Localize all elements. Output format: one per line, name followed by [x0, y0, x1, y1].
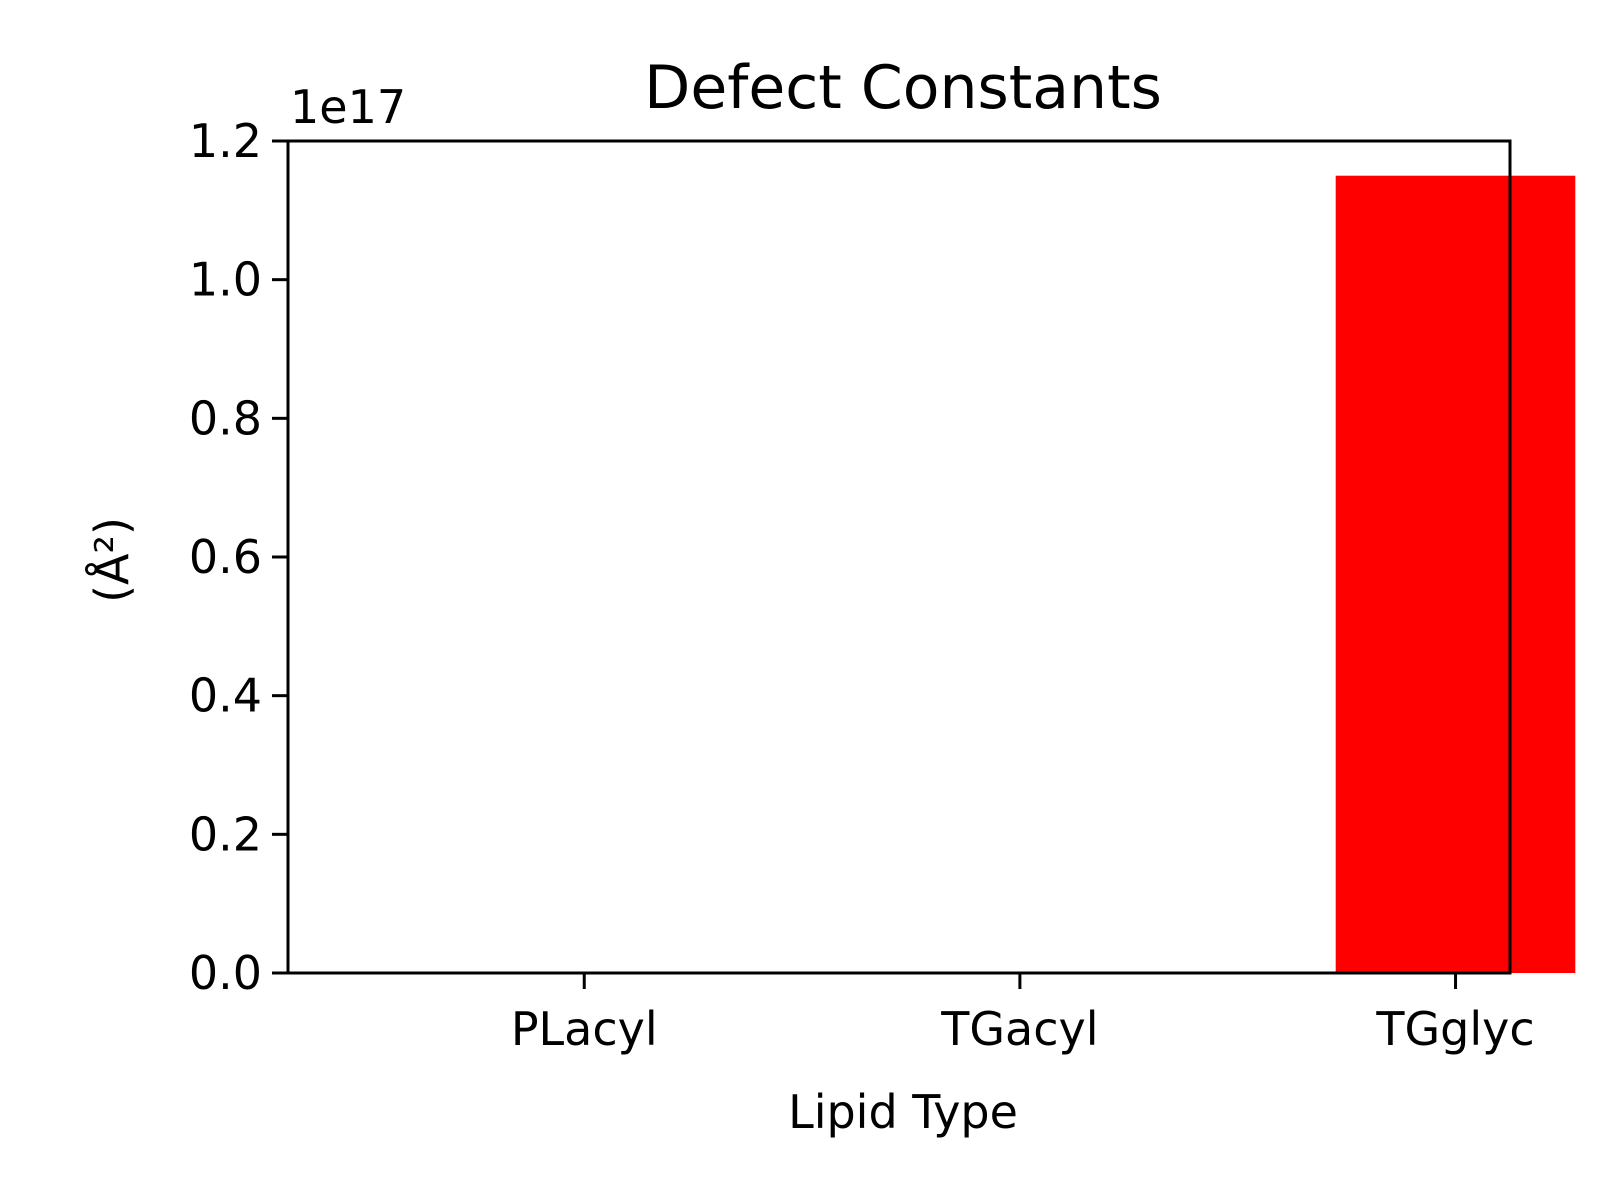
- x-axis-label: Lipid Type: [788, 1085, 1018, 1139]
- plot-area: 0.0 0.2 0.4 0.6 0.8 1.0 1.2 PLacyl TGacyl TGglyc: [189, 114, 1576, 1056]
- y-axis-offset-label: 1e17: [290, 80, 406, 134]
- y-tick-label: 0.6: [189, 530, 262, 584]
- chart-title: Defect Constants: [644, 53, 1162, 123]
- y-tick-label: 0.0: [189, 946, 262, 1000]
- plot-frame: [286, 139, 1512, 975]
- x-tick-label: PLacyl: [511, 1002, 658, 1056]
- x-tick-label: TGacyl: [940, 1002, 1098, 1056]
- x-tick-label: TGglyc: [1375, 1002, 1534, 1056]
- y-tick-label: 0.2: [189, 807, 262, 861]
- y-tick-label: 0.8: [189, 391, 262, 445]
- y-tick-label: 0.4: [189, 669, 262, 723]
- y-tick-label: 1.0: [189, 253, 262, 307]
- y-axis-label: (Å²): [85, 517, 139, 603]
- y-tick-label: 1.2: [189, 114, 262, 168]
- bar-tgglyc: [1335, 175, 1576, 973]
